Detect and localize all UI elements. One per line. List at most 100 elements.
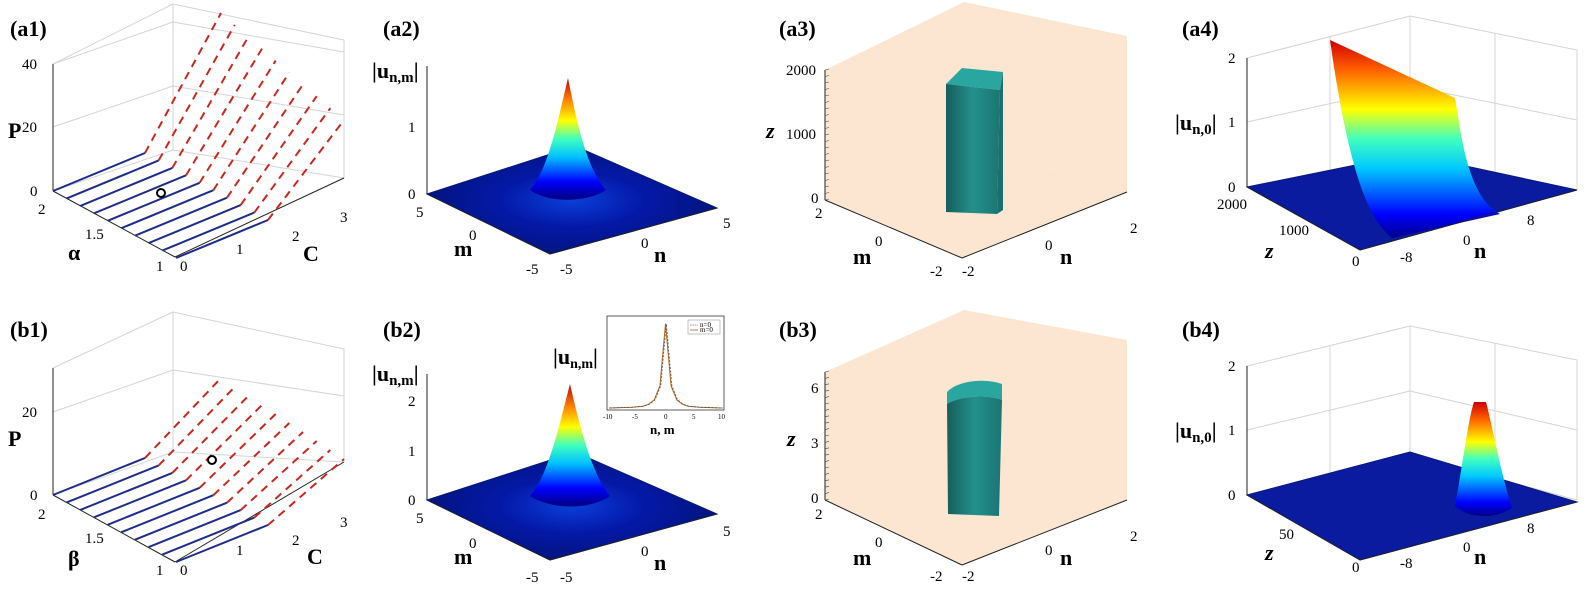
b3-minor-tick-2	[824, 485, 830, 488]
a1-dashed-line-3	[185, 48, 263, 176]
a4-ytick-0: 0	[1352, 254, 1360, 270]
b2-inset: n=0 m=0 -10 -5 0 5 10 n, m |un,m|	[553, 315, 726, 437]
b1-ytick-1: 1.5	[85, 531, 104, 547]
b3-minor-tick-0	[824, 498, 830, 501]
b2-inset-xtick-1: -5	[632, 413, 638, 421]
b2-xtick-0: -5	[560, 570, 573, 586]
panel-label-b2: (b2)	[383, 317, 421, 342]
a1-dashed-line-8	[253, 107, 332, 214]
b1-dashed-line-9	[267, 458, 345, 526]
b3-body	[947, 396, 1002, 516]
b4-xtick-0: -8	[1400, 556, 1413, 572]
b1-xtick-0: 0	[180, 563, 188, 579]
a3-minor-tick-18	[824, 81, 830, 84]
panel-label-a1: (a1)	[10, 16, 47, 41]
a1-dashed-line-5	[212, 71, 291, 191]
a1-solid-line-1	[66, 159, 160, 200]
b4-floor	[1245, 451, 1579, 561]
b3-minor-tick-13	[824, 415, 830, 418]
a4-ylabel: z	[1264, 238, 1274, 263]
b2-inset-xlabel: n, m	[650, 422, 675, 437]
b3-minor-tick-6	[824, 460, 830, 462]
panel-b4: (b4) 0 1 2 50 0 -8 0 8 |un,0| z n	[1175, 317, 1579, 576]
a1-ylabel: α	[68, 240, 81, 265]
b3-minor-tick-18	[824, 383, 830, 386]
b4-xtick-2: 8	[1527, 521, 1535, 537]
a2-zlabel: |un,m|	[372, 58, 419, 86]
a1-solid-line-4	[107, 181, 201, 222]
panel-label-b4: (b4)	[1182, 317, 1220, 342]
a1-solid-line-2	[79, 166, 173, 207]
b3-minor-tick-15	[824, 402, 830, 405]
a1-xtick-0: 0	[180, 259, 188, 275]
a1-ztick-1: 20	[22, 120, 37, 136]
a3-body-top	[946, 68, 1003, 90]
a1-xtick-1: 1	[236, 242, 244, 258]
b4-xtick-1: 0	[1463, 540, 1471, 556]
a2-xtick-1: 0	[641, 236, 649, 252]
b3-minor-tick-17	[824, 389, 830, 392]
b1-xtick-3: 3	[340, 515, 348, 531]
b1-ztick-1: 20	[22, 405, 37, 421]
a1-ytick-0: 1	[156, 259, 164, 275]
b3-minor-tick-11	[824, 428, 830, 430]
b1-dashed-line-2	[171, 395, 250, 474]
b1-zlabel: P	[8, 426, 21, 451]
b3-minor-tick-4	[824, 473, 830, 475]
b1-dashed-line-5	[212, 422, 291, 496]
b2-peak	[530, 384, 610, 507]
a4-xtick-0: -8	[1400, 250, 1413, 266]
panel-b2: (b2) 0 1 2 5 0 -5 -5 0 5 |un,m| m n n=0 …	[372, 315, 731, 586]
a1-solid-line-8	[161, 211, 255, 252]
b1-dashed-line-7	[239, 440, 318, 511]
a3-minor-tick-10	[824, 133, 830, 136]
a3-ytick-0: 2	[815, 206, 823, 222]
a3-ylabel: m	[853, 244, 871, 269]
panel-a2: (a2) 0 1 5 0 -5 -5 0 5 |un,m| m n	[372, 16, 731, 278]
a1-series-lines	[52, 12, 345, 259]
b1-series-lines	[52, 377, 345, 563]
b1-xtick-2: 2	[292, 533, 300, 549]
a1-xtick-3: 3	[340, 210, 348, 226]
panel-label-b3: (b3)	[779, 317, 817, 342]
a4-ztick-2: 2	[1228, 51, 1236, 67]
b2-inset-curve-n0	[609, 323, 723, 409]
a1-solid-line-0	[52, 152, 146, 192]
a3-minor-tick-16	[824, 94, 830, 97]
a2-ztick-0: 0	[408, 187, 416, 203]
b2-inset-xtick-4: 10	[718, 413, 726, 421]
b3-minor-tick-10	[824, 434, 830, 437]
b1-solid-line-0	[52, 457, 146, 496]
b3-minor-tick-8	[824, 447, 830, 450]
b3-minor-tick-19	[824, 377, 830, 379]
b1-ylabel: β	[68, 546, 80, 571]
a1-xtick-2: 2	[292, 229, 300, 245]
a3-minor-tick-1	[824, 192, 830, 194]
a3-minor-tick-5	[824, 166, 830, 168]
a1-solid-line-3	[93, 174, 187, 215]
a1-dashed-line-1	[157, 24, 236, 161]
b3-minor-tick-3	[824, 479, 830, 482]
b2-inset-xtick-3: 5	[692, 413, 696, 421]
a3-minor-ticks	[824, 68, 830, 201]
panel-label-b1: (b1)	[10, 317, 48, 342]
a3-zlabel: z	[765, 118, 775, 143]
a2-xlabel: n	[654, 242, 666, 267]
panel-b1: (b1) 0 20 2 1.5 1 0 1 2 3 P β C	[8, 311, 348, 579]
b4-ytick-0: 0	[1352, 560, 1360, 576]
b4-ylabel: z	[1264, 540, 1274, 565]
a1-dashed-line-9	[267, 119, 345, 221]
b1-xlabel: C	[307, 544, 323, 569]
b2-ytick-2: -5	[526, 570, 539, 586]
b2-ztick-0: 0	[408, 493, 416, 509]
b2-ztick-1: 1	[408, 444, 416, 460]
b3-xtick-0: -2	[962, 569, 975, 585]
a1-dashed-line-7	[239, 95, 318, 206]
a4-ytick-2: 2000	[1217, 197, 1247, 213]
a3-xtick-1: 0	[1045, 238, 1053, 254]
a2-ytick-2: -5	[526, 262, 539, 278]
a3-minor-tick-12	[824, 120, 830, 123]
panel-label-a3: (a3)	[779, 16, 816, 41]
b3-minor-tick-1	[824, 492, 830, 494]
